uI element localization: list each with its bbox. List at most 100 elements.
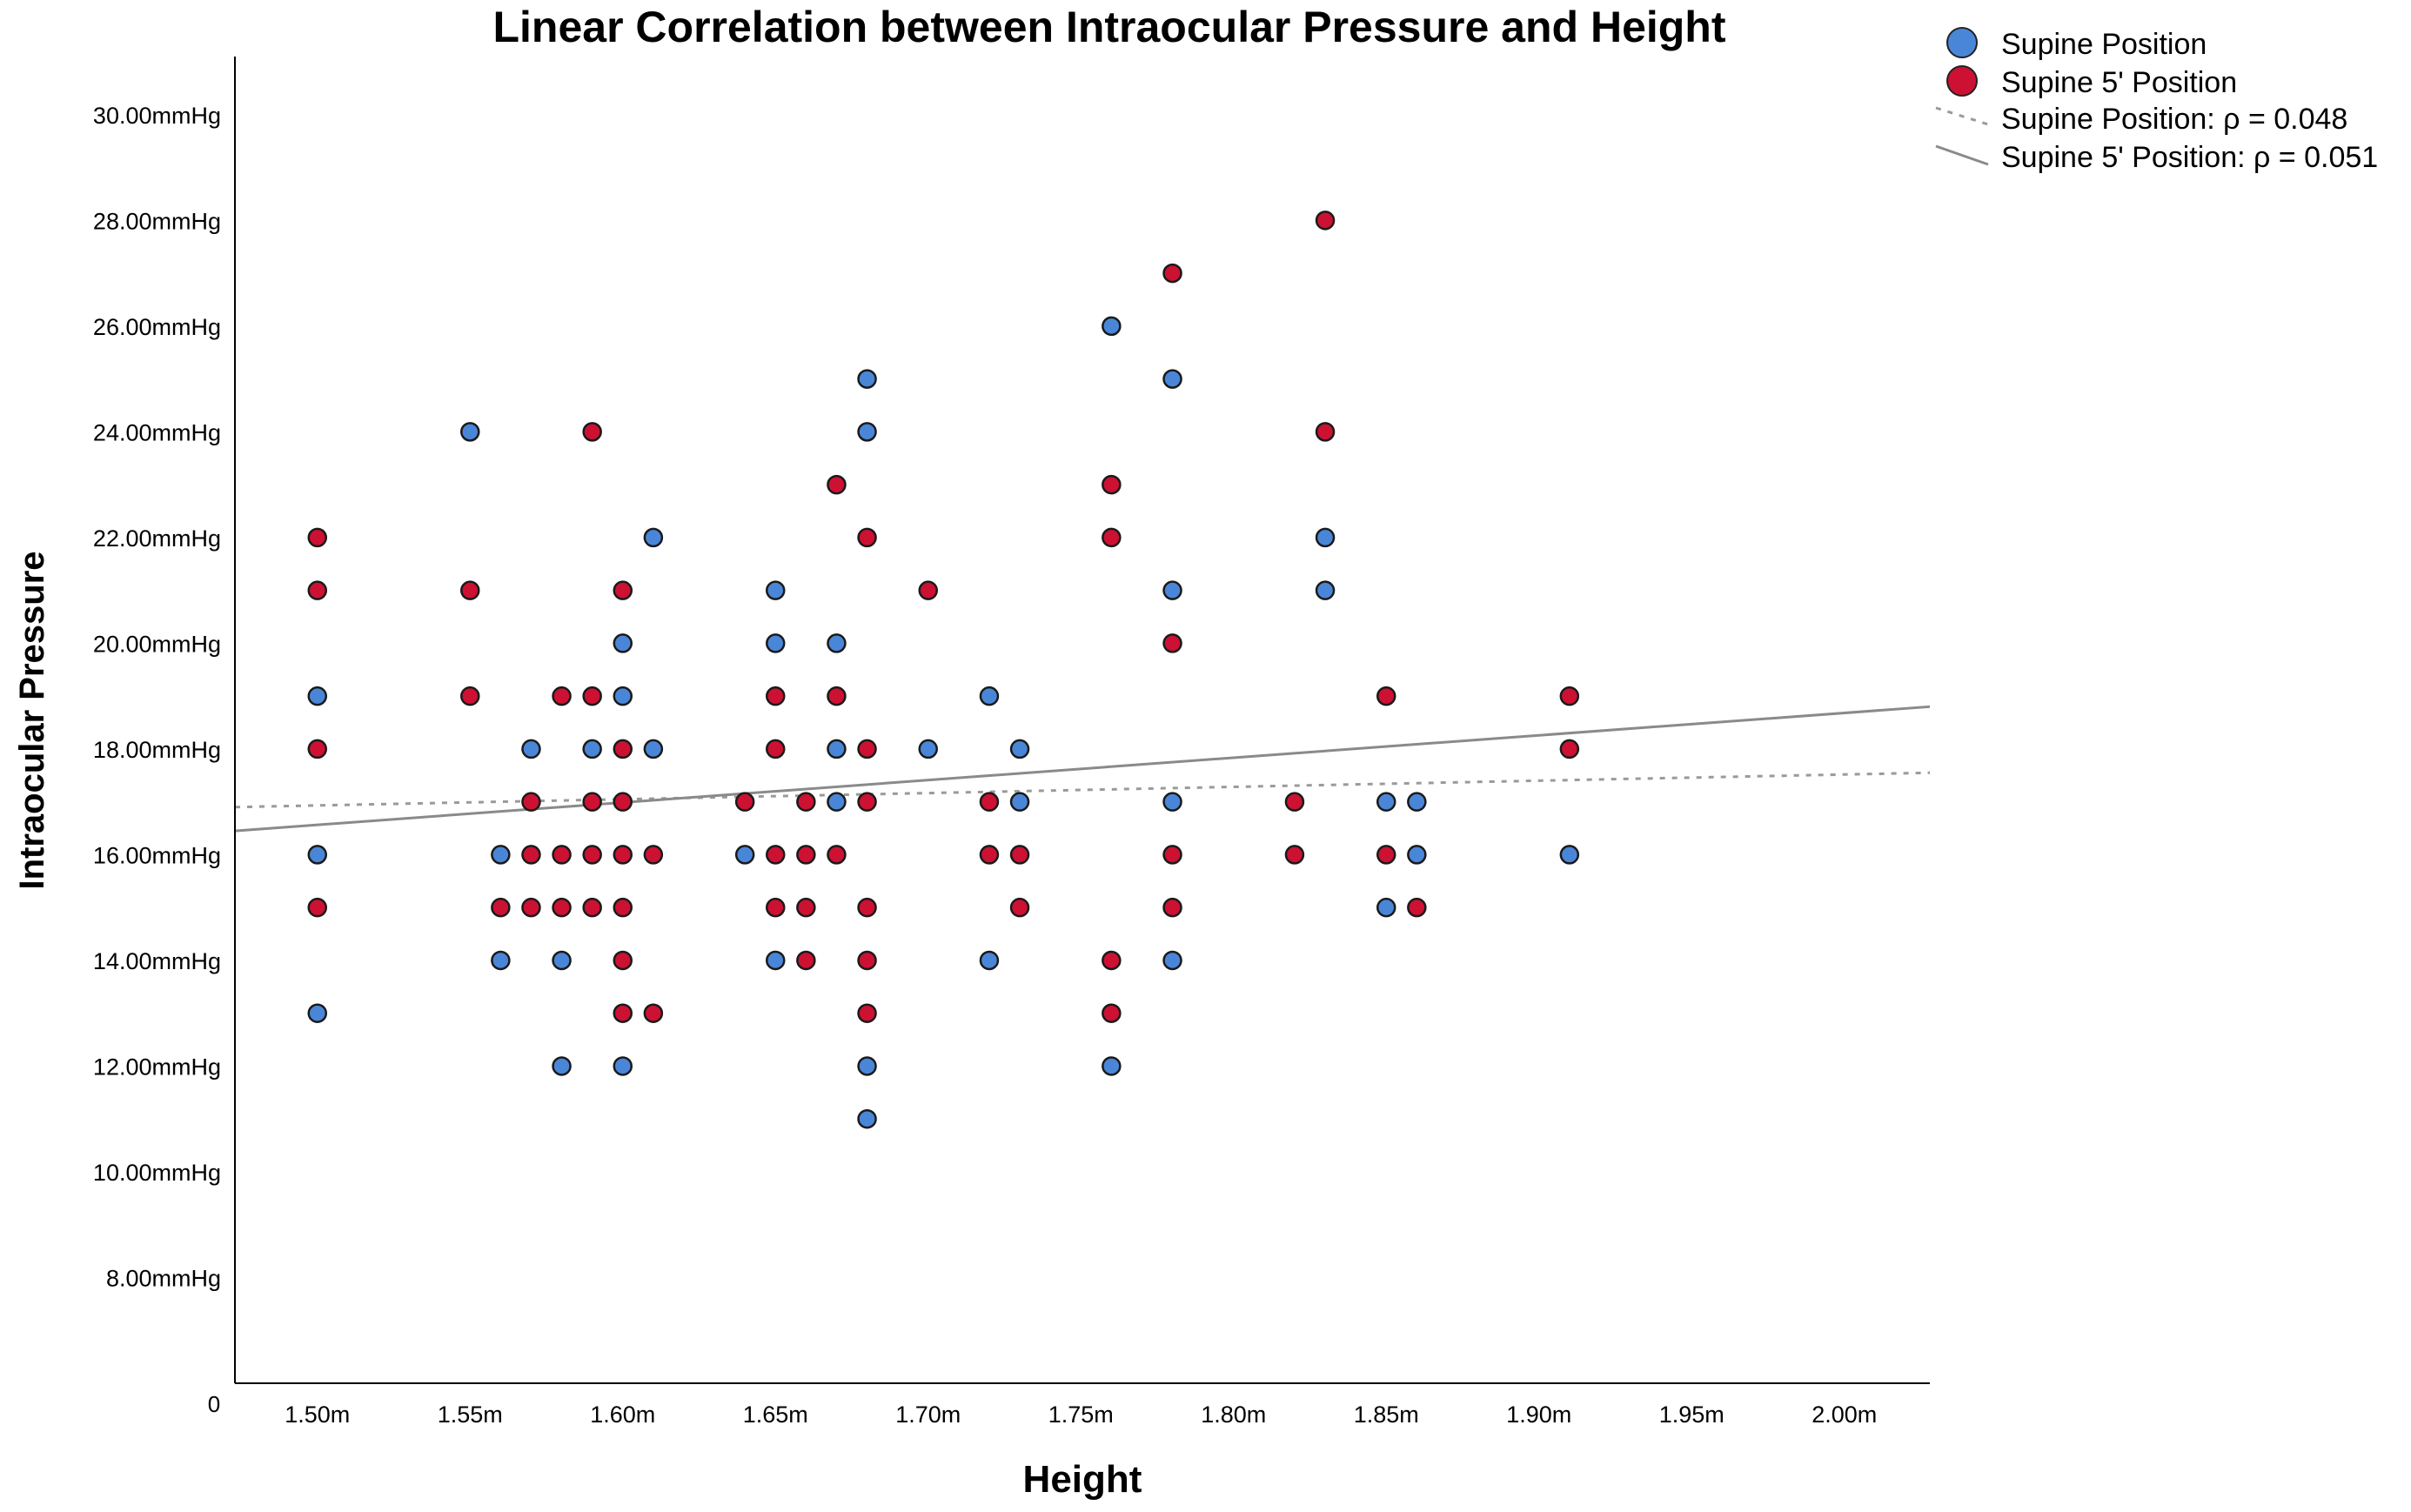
point-supine-5-10 [552,686,572,706]
y-tick-label: 14.00mmHg [93,948,221,974]
point-supine-19 [827,633,847,653]
point-supine-5-61 [1315,422,1336,442]
point-supine-22 [857,369,877,389]
legend-line-supine-fit [1935,106,1989,126]
legend-line-supine-5-fit [1935,144,1989,166]
point-supine-5-0 [307,527,328,548]
point-supine-2 [307,1003,328,1023]
point-supine-5-44 [857,1003,877,1023]
point-supine-23 [857,422,877,442]
legend-label-supine-fit: Supine Position: ρ = 0.048 [2001,103,2347,136]
y-tick-label: 16.00mmHg [93,842,221,868]
point-supine-43 [1559,845,1580,865]
point-supine-30 [1009,792,1030,812]
x-tick-label: 1.85m [1354,1402,1419,1428]
point-supine-39 [1376,792,1396,812]
point-supine-4 [491,845,511,865]
point-supine-5-31 [766,897,786,918]
point-supine-5-46 [979,792,1000,812]
point-supine-9 [582,739,602,759]
point-supine-5-49 [1009,897,1030,918]
point-supine-33 [1162,369,1182,389]
y-tick-label: 26.00mmHg [93,314,221,340]
point-supine-11 [613,686,633,706]
point-supine-12 [613,1056,633,1076]
point-supine-5-37 [827,686,847,706]
point-supine-5-28 [766,686,786,706]
x-tick-labels: 1.50m 1.55m 1.60m 1.65m 1.70m 1.75m 1.80m 1.85m… [285,1402,1877,1428]
point-supine-5-19 [613,739,633,759]
x-tick-label: 1.55m [438,1402,503,1428]
fit-line-supine [234,771,1931,809]
y-tick-label: 8.00mmHg [106,1265,221,1291]
point-supine-5-56 [1162,845,1182,865]
point-supine-5 [491,950,511,971]
point-supine-5-51 [1102,527,1122,548]
point-supine-5-36 [827,474,847,495]
x-tick-label: 1.60m [590,1402,655,1428]
y-tick-label: 24.00mmHg [93,419,221,445]
x-tick-label: 2.00m [1812,1402,1877,1428]
x-tick-label: 1.70m [895,1402,961,1428]
point-supine-5-1 [307,580,328,600]
point-supine-5-45 [918,580,938,600]
point-supine-5-29 [766,739,786,759]
point-supine-5-48 [1009,845,1030,865]
y-axis-label: Intraocular Pressure [13,551,51,889]
point-supine-5-16 [582,845,602,865]
legend-label-supine-5-fit: Supine 5' Position: ρ = 0.051 [2001,141,2378,174]
point-supine-5-17 [582,897,602,918]
point-supine-5-34 [796,897,816,918]
point-supine-5-54 [1162,263,1182,284]
legend-marker-supine-5 [1946,65,1978,97]
point-supine-21 [827,792,847,812]
point-supine-5-14 [582,686,602,706]
point-supine-5-60 [1315,211,1336,231]
y-tick-label: 30.00mmHg [93,103,221,129]
point-supine-5-22 [613,897,633,918]
point-supine-5-42 [857,897,877,918]
x-tick-label: 1.95m [1659,1402,1725,1428]
point-supine-27 [979,686,1000,706]
point-supine-26 [918,739,938,759]
point-supine-14 [643,739,664,759]
point-supine-5-25 [643,845,664,865]
x-tick-label: 1.65m [743,1402,808,1428]
point-supine-5-39 [857,527,877,548]
y-tick-label: 20.00mmHg [93,631,221,657]
point-supine-5-21 [613,845,633,865]
point-supine-15 [734,845,755,865]
legend-label-supine: Supine Position [2001,28,2207,61]
point-supine-5-66 [1559,739,1580,759]
point-supine-13 [643,527,664,548]
point-supine-5-3 [307,897,328,918]
origin-label: 0 [208,1391,220,1417]
point-supine-5-20 [613,792,633,812]
point-supine-5-63 [1376,845,1396,865]
x-tick-label: 1.80m [1201,1402,1266,1428]
point-supine-5-2 [307,739,328,759]
y-tick-label: 12.00mmHg [93,1054,221,1080]
point-supine-5-38 [827,845,847,865]
y-tick-label: 22.00mmHg [93,525,221,552]
point-supine-5-27 [734,792,755,812]
point-supine-5-62 [1376,686,1396,706]
point-supine-5-13 [582,422,602,442]
point-supine-5-11 [552,845,572,865]
y-tick-labels: 8.00mmHg 10.00mmHg 12.00mmHg 14.00mmHg 16.00… [93,103,221,1292]
point-supine-5-30 [766,845,786,865]
point-supine-25 [857,1108,877,1129]
point-supine-5-53 [1102,1003,1122,1023]
point-supine-6 [521,739,541,759]
point-supine-29 [1009,739,1030,759]
point-supine-5-65 [1559,686,1580,706]
axes [234,57,1930,1384]
point-supine-5-47 [979,845,1000,865]
point-supine-10 [613,633,633,653]
point-supine-5-26 [643,1003,664,1023]
point-supine-18 [766,950,786,971]
y-tick-label: 18.00mmHg [93,737,221,763]
legend-label-supine-5: Supine 5' Position [2001,66,2237,99]
point-supine-17 [766,633,786,653]
